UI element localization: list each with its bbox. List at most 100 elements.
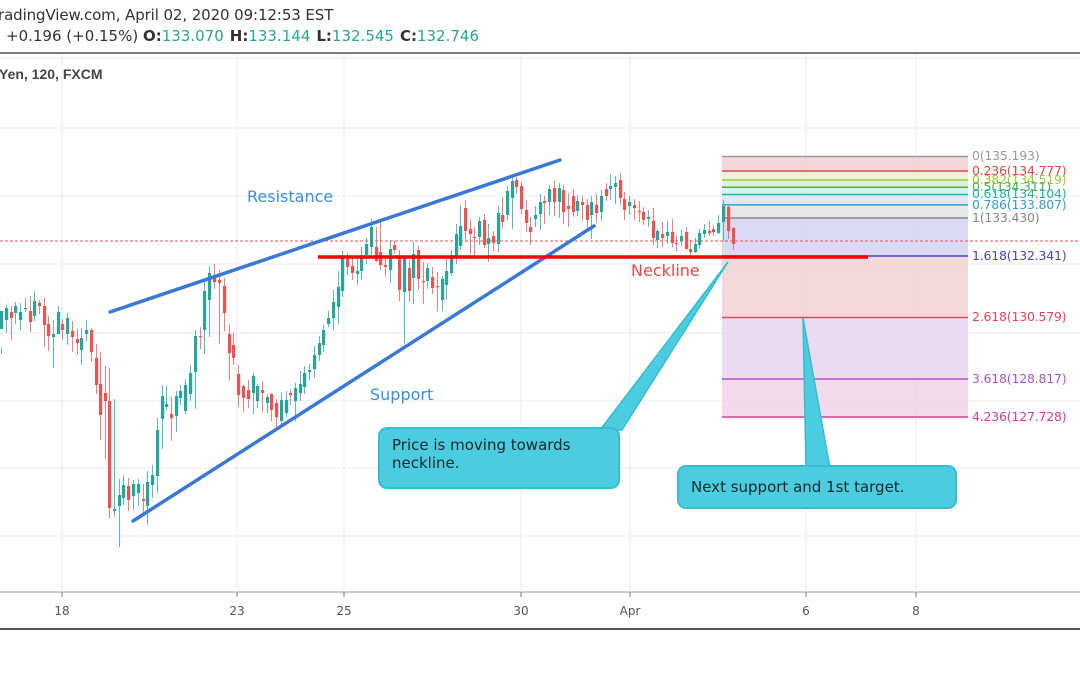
candle-body xyxy=(299,384,303,393)
candle-body xyxy=(108,401,112,508)
candle-body xyxy=(199,336,203,338)
candle-body xyxy=(33,301,37,316)
candle-body xyxy=(351,266,355,273)
candle-body xyxy=(247,390,251,399)
fib-zone xyxy=(722,256,968,318)
candle-body xyxy=(511,181,515,198)
candle-body xyxy=(322,330,326,345)
candle-body xyxy=(436,286,440,288)
candle-body xyxy=(356,271,360,274)
candle-body xyxy=(194,336,198,372)
candle-body xyxy=(184,385,188,411)
candle-body xyxy=(294,388,298,401)
candle-body xyxy=(506,191,510,215)
candle-body xyxy=(285,400,289,413)
candle-body xyxy=(694,244,698,252)
candle-body xyxy=(29,311,33,322)
candle-body xyxy=(90,330,94,352)
candle-body xyxy=(515,180,519,187)
fib-zone xyxy=(722,378,968,417)
candle-body xyxy=(638,211,642,213)
candle-body xyxy=(543,201,547,203)
candle-body xyxy=(393,245,397,250)
candle-body xyxy=(208,273,212,300)
fib-label-0-618: 0.618(134.104) xyxy=(972,186,1067,202)
candle-body xyxy=(122,485,126,498)
candle-body xyxy=(492,236,496,243)
candle-body xyxy=(732,228,736,244)
candle-body xyxy=(370,227,374,247)
candle-body xyxy=(242,386,246,398)
resistance-trendline xyxy=(108,158,562,314)
low-value: 132.545 xyxy=(331,27,394,45)
callout-price-moving[interactable]: Price is moving towards neckline. xyxy=(378,427,620,489)
candle-body xyxy=(289,393,293,395)
candle-body xyxy=(398,256,402,290)
candle-body xyxy=(567,206,571,209)
candle-body xyxy=(38,303,42,306)
candle-body xyxy=(228,334,232,353)
candle-body xyxy=(581,202,585,205)
candle-body xyxy=(497,213,501,244)
candle-body xyxy=(95,358,99,385)
candle-body xyxy=(619,180,623,198)
fib-label-0-236: 0.236(134.777) xyxy=(972,162,1067,178)
candle-body xyxy=(179,391,183,398)
callout-pointer-1 xyxy=(598,261,729,431)
candle-body xyxy=(142,499,146,501)
candle-body xyxy=(412,254,416,278)
callout-next-support[interactable]: Next support and 1st target. xyxy=(677,465,957,509)
candle-body xyxy=(10,312,14,318)
time-tick-18: 18 xyxy=(54,604,70,618)
candle-body xyxy=(261,390,265,393)
candle-body xyxy=(266,397,270,403)
candle-body xyxy=(270,394,274,410)
candle-body xyxy=(384,265,388,267)
candle-body xyxy=(633,205,637,208)
neckline-label: Neckline xyxy=(631,261,700,280)
candle-body xyxy=(703,230,707,234)
candle-body xyxy=(403,258,407,292)
candle-body xyxy=(652,221,656,238)
fib-label-1-618: 1.618(132.341) xyxy=(972,248,1067,263)
candle-body xyxy=(332,302,336,318)
candle-body xyxy=(534,215,538,219)
time-tick-8: 8 xyxy=(912,604,920,618)
candle-body xyxy=(146,482,150,506)
close-value: 132.746 xyxy=(416,27,479,45)
time-tick-apr: Apr xyxy=(619,604,641,618)
candle-body xyxy=(605,189,609,196)
fib-label-0-786: 0.786(133.807) xyxy=(972,196,1067,212)
fib-zone xyxy=(722,170,968,180)
candle-body xyxy=(469,229,473,234)
candle-body xyxy=(666,232,670,236)
candle-body xyxy=(501,215,505,222)
candle-body xyxy=(132,484,136,496)
candle-body xyxy=(165,404,169,407)
candle-body xyxy=(727,207,731,231)
fib-label-0: 0(135.193) xyxy=(972,148,1040,164)
candle-body xyxy=(5,308,9,320)
open-value: 133.070 xyxy=(161,27,224,45)
candle-body xyxy=(47,324,51,336)
support-trendline xyxy=(131,224,596,523)
candle-body xyxy=(308,370,312,372)
candle-body xyxy=(189,373,193,394)
candle-body xyxy=(43,306,47,325)
candle-body xyxy=(223,286,227,313)
candle-body xyxy=(675,243,679,245)
candle-body xyxy=(151,475,155,485)
price-change: +0.196 (+0.15%) xyxy=(6,27,139,45)
candle-body xyxy=(464,208,468,231)
symbol-title: Yen, 120, FXCM xyxy=(0,66,103,82)
candle-body xyxy=(161,396,165,419)
candle-body xyxy=(303,373,307,387)
candle-body xyxy=(525,210,529,223)
candle-body xyxy=(478,221,482,237)
candle-body xyxy=(337,287,341,307)
candle-body xyxy=(137,484,141,493)
candle-body xyxy=(327,318,331,324)
candle-body xyxy=(595,205,599,213)
candle-body xyxy=(85,330,89,334)
